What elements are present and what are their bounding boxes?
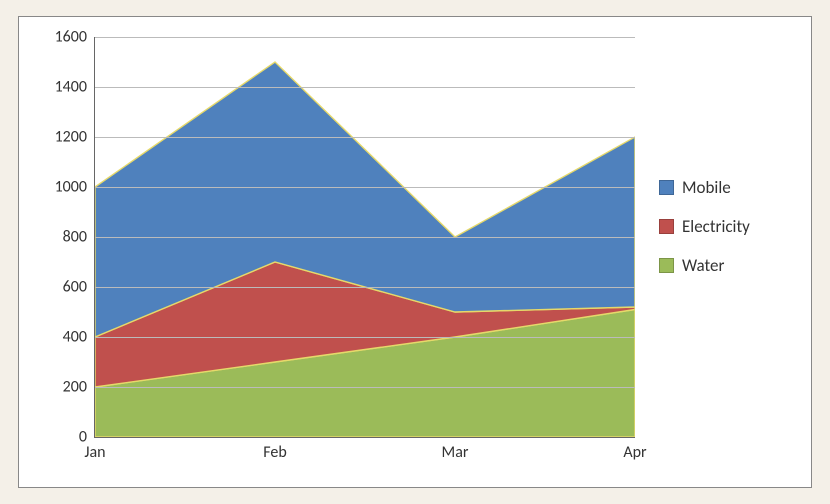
gridline (95, 287, 635, 288)
legend-item-water: Water (659, 255, 750, 276)
legend-label: Electricity (682, 216, 750, 237)
gridline (95, 87, 635, 88)
y-tick-label: 800 (63, 228, 87, 247)
legend-swatch-icon (659, 258, 674, 273)
legend: Mobile Electricity Water (659, 177, 750, 294)
gridline (95, 237, 635, 238)
y-tick-label: 200 (63, 378, 87, 397)
gridline (95, 137, 635, 138)
x-tick-label: Jan (84, 443, 105, 462)
legend-label: Mobile (682, 177, 731, 198)
legend-item-electricity: Electricity (659, 216, 750, 237)
plot-area: 02004006008001000120014001600JanFebMarAp… (94, 37, 635, 438)
x-tick-label: Mar (442, 443, 469, 462)
x-tick-label: Feb (263, 443, 286, 462)
x-tick-label: Apr (623, 443, 646, 462)
legend-label: Water (682, 255, 724, 276)
gridline (95, 187, 635, 188)
y-tick-label: 400 (63, 328, 87, 347)
y-tick-label: 600 (63, 278, 87, 297)
y-tick-label: 1200 (55, 128, 87, 147)
gridline (95, 387, 635, 388)
gridline (95, 37, 635, 38)
y-tick-label: 1400 (55, 78, 87, 97)
gridline (95, 337, 635, 338)
legend-swatch-icon (659, 219, 674, 234)
chart-frame: 02004006008001000120014001600JanFebMarAp… (18, 16, 812, 488)
legend-item-mobile: Mobile (659, 177, 750, 198)
legend-swatch-icon (659, 180, 674, 195)
y-tick-label: 1600 (55, 28, 87, 47)
page: 02004006008001000120014001600JanFebMarAp… (0, 0, 830, 504)
y-tick-label: 1000 (55, 178, 87, 197)
